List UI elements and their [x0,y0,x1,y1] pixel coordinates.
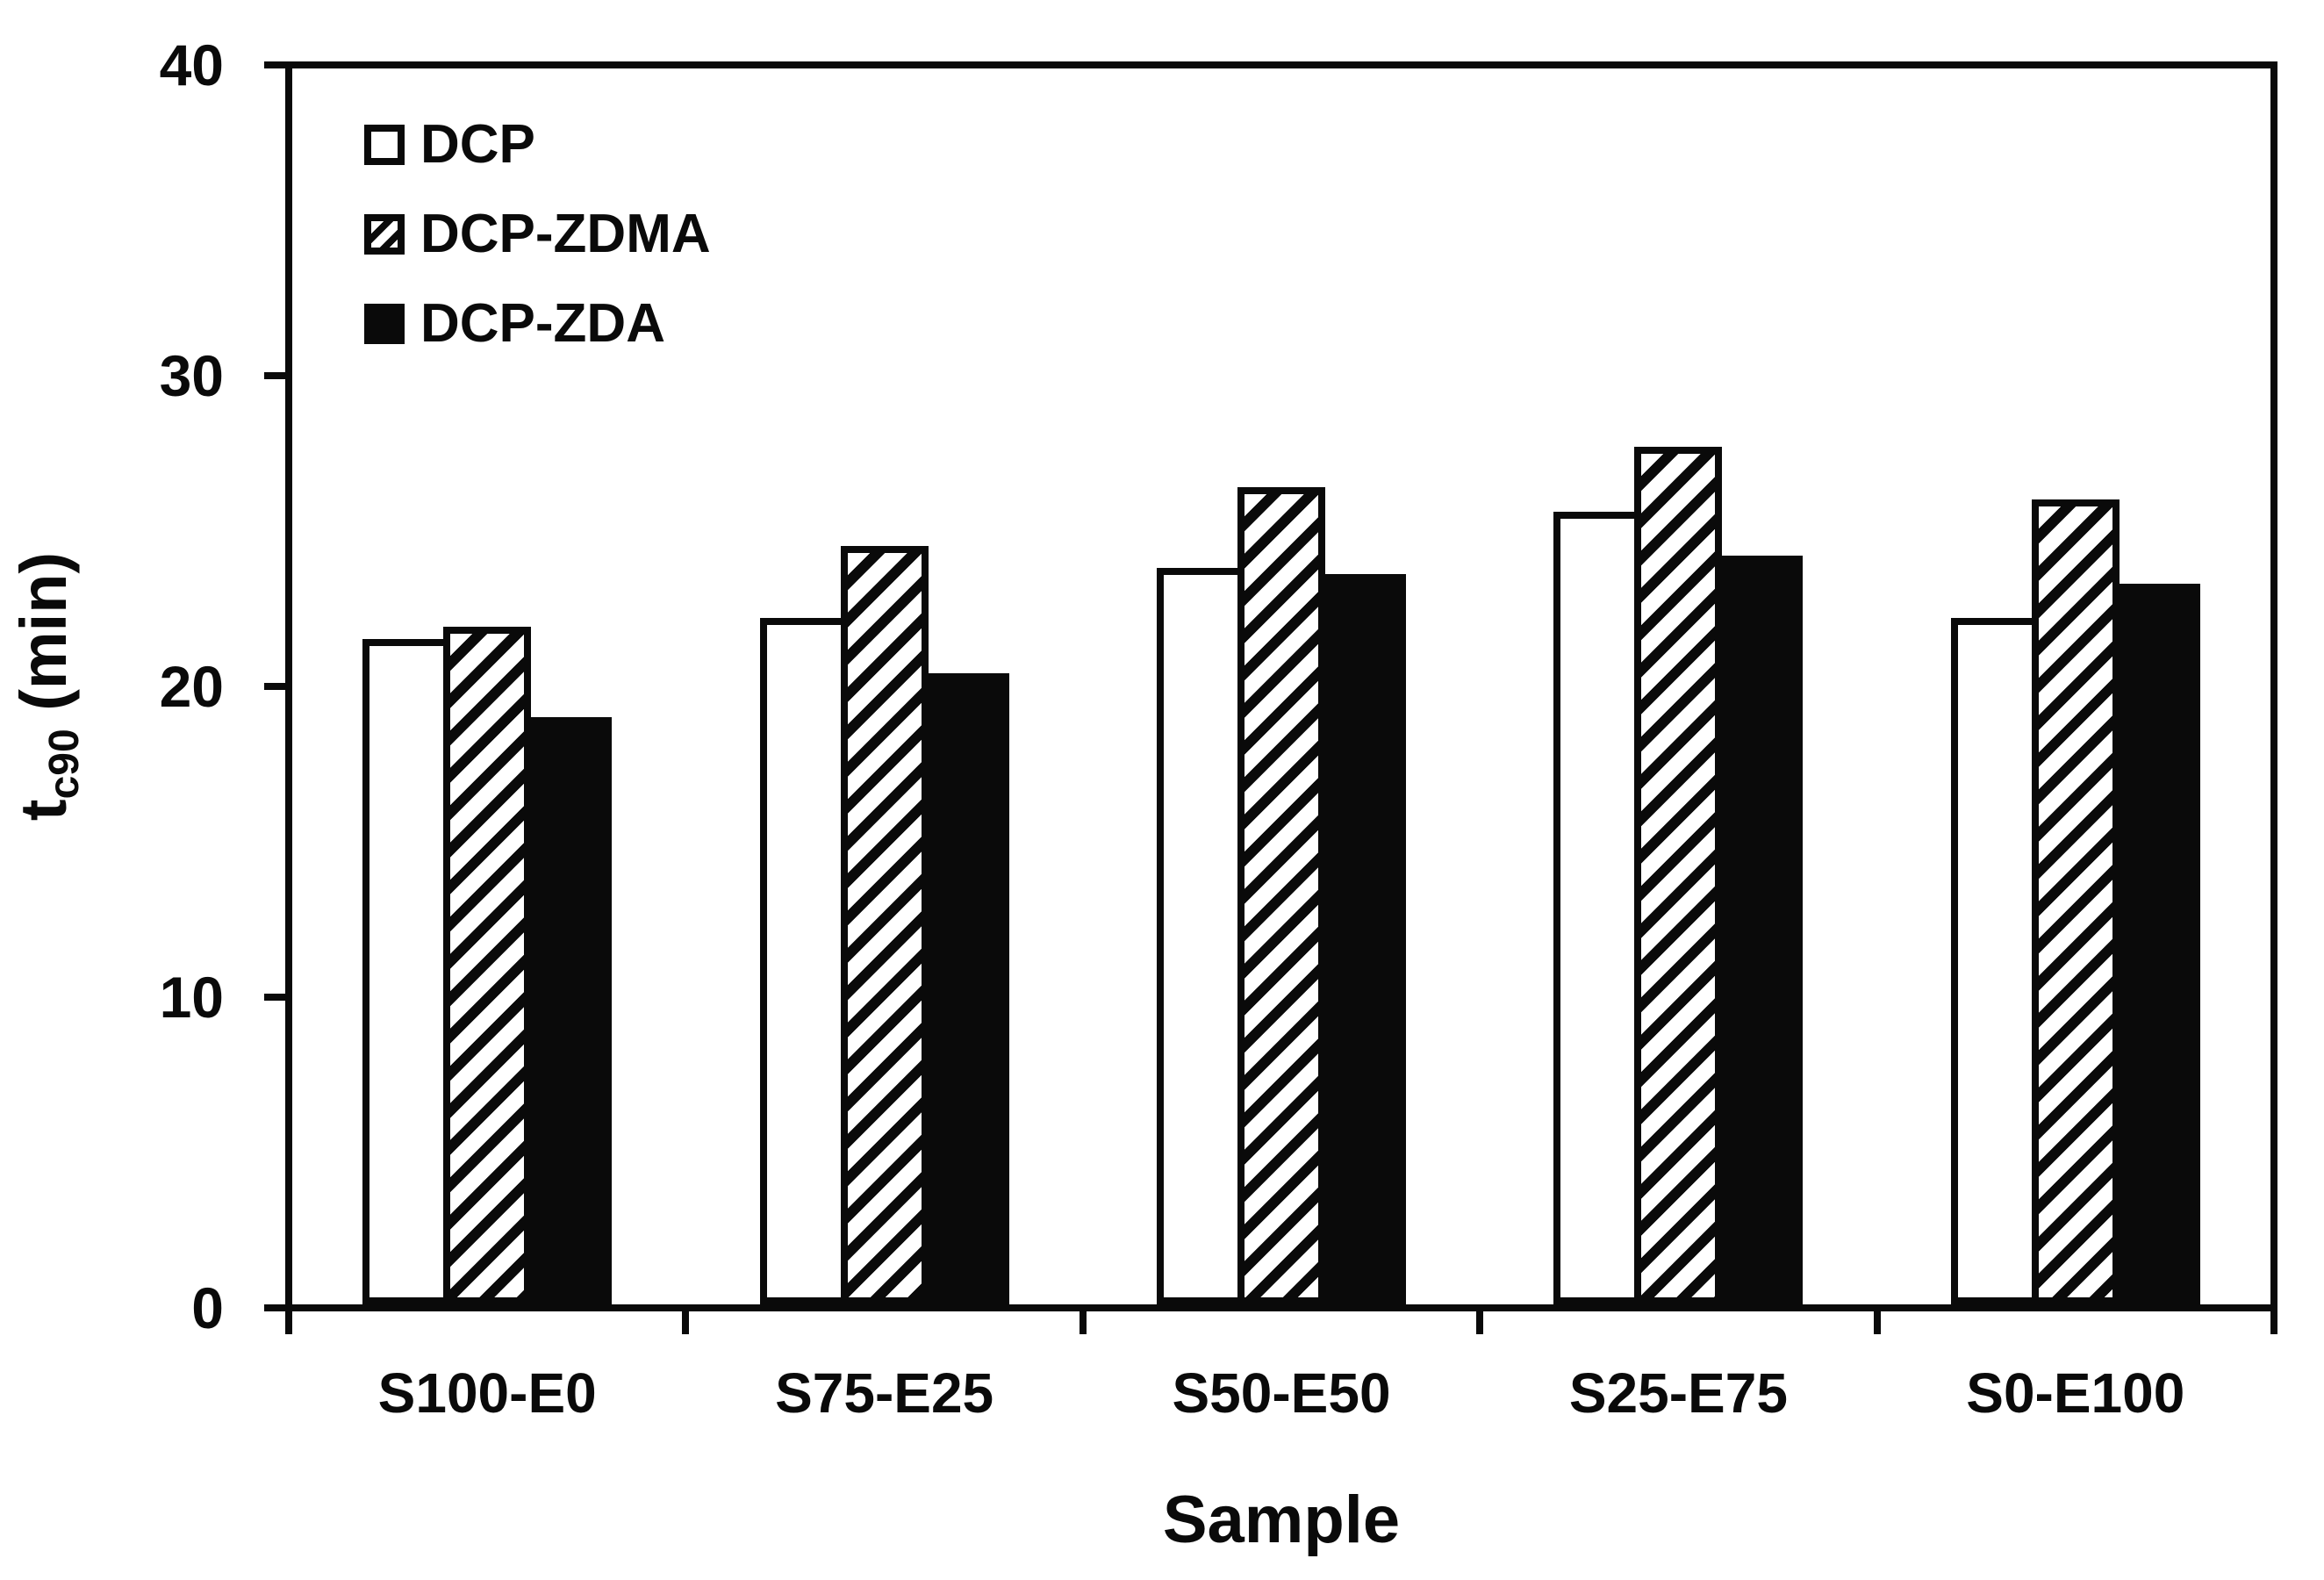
legend-swatch-hatched-icon [364,214,405,255]
x-axis-tick [1079,1308,1087,1334]
x-axis-category-label: S75-E25 [775,1361,994,1425]
legend: DCP DCP-ZDMA DCP-ZDA [364,118,711,351]
y-axis-tick-label: 10 [159,965,224,1030]
legend-label: DCP [420,114,535,175]
y-axis-title-subscript: c90 [41,729,88,800]
x-axis-tick [1873,1308,1881,1334]
x-axis-category-label: S0-E100 [1966,1361,2185,1425]
y-axis-tick [264,1304,289,1311]
bar-DCP-ZDMA-S100-E0 [443,627,532,1304]
bar-DCP-ZDA-S50-E50 [1318,574,1406,1304]
bar-DCP-S100-E0 [362,639,451,1304]
legend-item-dcp: DCP [364,118,711,172]
bar-DCP-ZDA-S75-E25 [921,673,1009,1304]
y-axis-tick [264,683,289,690]
legend-label: DCP-ZDA [420,293,665,354]
y-axis-tick-label: 30 [159,343,224,408]
x-axis-tick [682,1308,690,1334]
legend-swatch-open-icon [364,125,405,165]
bar-DCP-ZDMA-S50-E50 [1237,487,1325,1304]
bar-DCP-S75-E25 [759,618,848,1304]
legend-swatch-solid-icon [364,304,405,344]
y-axis-tick-label: 40 [159,32,224,97]
y-axis-tick [264,994,289,1001]
bar-DCP-S50-E50 [1157,568,1244,1304]
x-axis-tick [285,1308,292,1334]
legend-item-dcp-zdma: DCP-ZDMA [364,207,711,262]
bar-DCP-ZDA-S25-E75 [1715,556,1804,1304]
y-axis-tick [264,372,289,379]
x-axis-category-label: S50-E50 [1172,1361,1391,1425]
y-axis-tick-label: 20 [159,654,224,719]
bar-DCP-ZDA-S0-E100 [2112,584,2200,1304]
y-axis-tick-label: 0 [191,1275,224,1340]
bar-DCP-S0-E100 [1950,618,2039,1304]
bar-DCP-ZDA-S100-E0 [524,717,613,1304]
x-axis-category-label: S100-E0 [377,1361,597,1425]
x-axis-tick [1476,1308,1484,1334]
plot-area: DCP DCP-ZDMA DCP-ZDA [285,61,2277,1311]
y-axis-tick [264,61,289,68]
y-axis-title-main: t [7,799,80,822]
legend-label: DCP-ZDMA [420,204,711,264]
bar-DCP-ZDMA-S0-E100 [2031,499,2120,1304]
y-axis-title-units: (min) [7,551,80,729]
x-axis-category-label: S25-E75 [1568,1361,1788,1425]
bar-DCP-ZDMA-S75-E25 [840,546,929,1304]
y-axis-title: tc90 (min) [4,335,88,1038]
legend-item-dcp-zda: DCP-ZDA [364,297,711,351]
bar-DCP-S25-E75 [1553,512,1642,1304]
bar-DCP-ZDMA-S25-E75 [1634,447,1723,1304]
x-axis-title: Sample [1162,1483,1401,1557]
x-axis-tick [2270,1308,2277,1334]
